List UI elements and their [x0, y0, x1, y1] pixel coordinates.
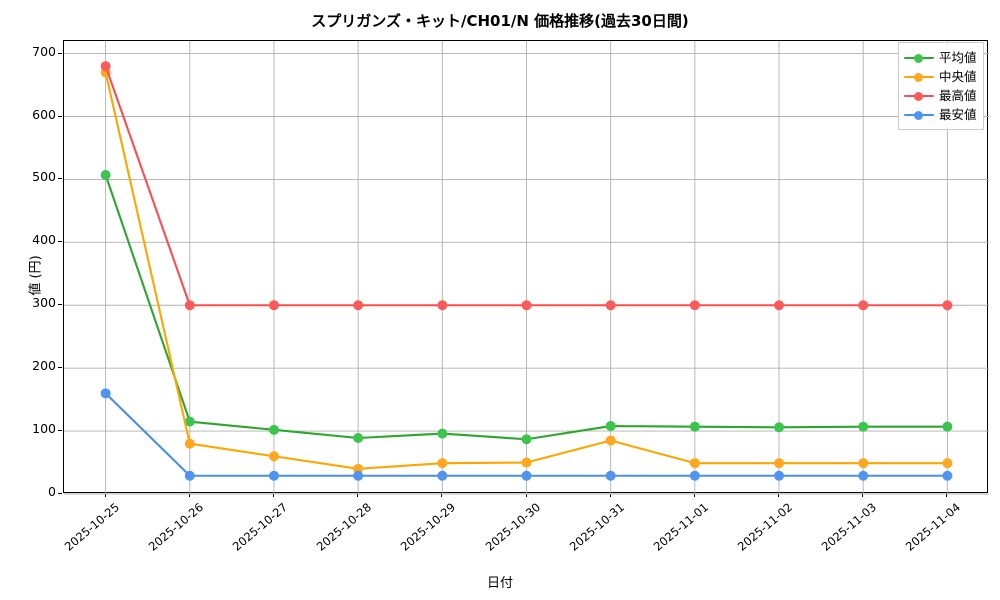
y-tick-mark [58, 241, 62, 243]
series-line [104, 71, 949, 470]
legend-color-swatch [904, 90, 934, 102]
y-tick-label: 400 [32, 232, 56, 248]
series-marker [774, 470, 785, 481]
series-marker [858, 300, 869, 311]
series-marker [942, 470, 953, 481]
x-tick-mark [693, 493, 695, 497]
legend-item[interactable]: 中央値 [904, 67, 977, 86]
y-tick-label: 500 [32, 169, 56, 185]
series-marker [353, 463, 364, 474]
series-marker [858, 421, 869, 432]
series-marker [689, 300, 700, 311]
y-tick-mark [58, 367, 62, 369]
series-marker [605, 421, 616, 432]
y-tick-label: 300 [32, 295, 56, 311]
series-marker [605, 470, 616, 481]
x-tick-mark [946, 493, 948, 497]
series-marker [689, 458, 700, 469]
series-marker [521, 300, 532, 311]
series-marker [521, 434, 532, 445]
x-axis-label: 日付 [486, 576, 513, 591]
series-marker [689, 421, 700, 432]
legend-label: 最安値 [939, 107, 977, 122]
y-tick-label: 100 [32, 421, 56, 437]
y-tick-label: 600 [32, 106, 56, 122]
series-marker [858, 470, 869, 481]
grid-lines [64, 41, 989, 495]
x-tick-mark [609, 493, 611, 497]
series-marker [942, 300, 953, 311]
x-tick-mark [272, 493, 274, 497]
y-tick-mark [58, 304, 62, 306]
series-marker [774, 300, 785, 311]
series-marker [100, 388, 111, 399]
x-tick-mark [525, 493, 527, 497]
x-tick-mark [778, 493, 780, 497]
series-marker [184, 300, 195, 311]
legend-color-swatch [904, 71, 934, 83]
y-tick-label: 200 [32, 358, 56, 374]
series-marker [184, 438, 195, 449]
x-tick-mark [862, 493, 864, 497]
series-marker [689, 470, 700, 481]
series-marker [942, 458, 953, 469]
series-marker [184, 470, 195, 481]
series-marker [774, 458, 785, 469]
series-marker [437, 428, 448, 439]
series-marker [353, 300, 364, 311]
series-marker [437, 458, 448, 469]
y-tick-label: 700 [32, 43, 56, 59]
y-tick-label: 0 [48, 484, 56, 499]
x-tick-mark [104, 493, 106, 497]
legend-label: 最高値 [939, 88, 977, 103]
series-marker [268, 451, 279, 462]
legend-item[interactable]: 最高値 [904, 86, 977, 105]
series-marker [268, 470, 279, 481]
legend-color-swatch [904, 109, 934, 121]
x-tick-mark [188, 493, 190, 497]
series-marker [858, 458, 869, 469]
y-tick-mark [58, 115, 62, 117]
x-tick-mark [357, 493, 359, 497]
series-marker [268, 424, 279, 435]
legend-label: 中央値 [939, 69, 977, 84]
series-marker [100, 61, 111, 72]
y-tick-mark [58, 493, 62, 494]
legend-color-swatch [904, 52, 934, 64]
series-marker [353, 433, 364, 443]
series-marker [605, 435, 616, 446]
series-marker [605, 300, 616, 311]
data-series-layer [100, 61, 953, 481]
series-line [104, 65, 949, 307]
series-marker [184, 416, 195, 427]
plot-area [63, 40, 989, 495]
y-tick-mark [58, 178, 62, 180]
series-marker [521, 470, 532, 481]
series-marker [437, 470, 448, 481]
series-marker [521, 457, 532, 468]
legend-item[interactable]: 平均値 [904, 48, 977, 67]
y-tick-mark [58, 430, 62, 432]
series-marker [100, 170, 111, 181]
series-marker [437, 300, 448, 311]
chart-legend: 平均値中央値最高値最安値 [898, 42, 984, 130]
chart-title: スプリガンズ・キット/CH01/N 価格推移(過去30日間) [311, 12, 689, 30]
y-tick-mark [58, 52, 62, 54]
series-marker [268, 300, 279, 311]
series-marker [353, 470, 364, 481]
legend-item[interactable]: 最安値 [904, 105, 977, 124]
series-marker [942, 421, 953, 432]
series-marker [774, 422, 785, 433]
legend-label: 平均値 [939, 50, 977, 65]
x-tick-mark [441, 493, 443, 497]
